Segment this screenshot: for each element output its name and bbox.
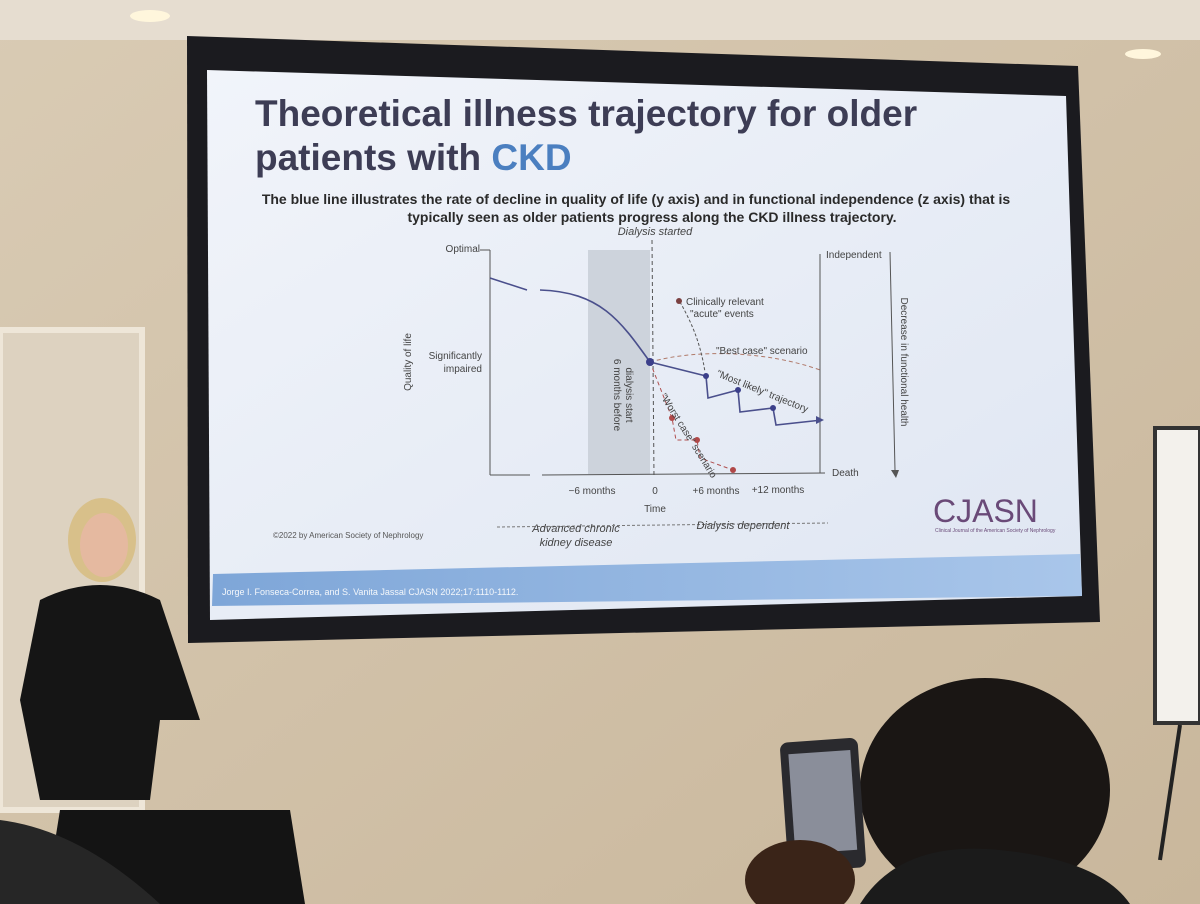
audience-shoulder xyxy=(0,820,160,904)
trajectory-line xyxy=(489,277,651,363)
slide-title-line: patients with CKD xyxy=(255,137,572,178)
audience-head xyxy=(860,678,1110,902)
most-likely-line xyxy=(649,361,823,426)
dot xyxy=(646,358,654,366)
slide-subtitle: The blue line illustrates the rate of de… xyxy=(262,191,1011,207)
label: Dialysis started xyxy=(618,226,693,238)
dot xyxy=(735,387,741,393)
worst-case-line xyxy=(649,361,734,471)
slide-title-text: patients with xyxy=(255,137,481,178)
dot xyxy=(669,415,675,421)
x-label: −6 months xyxy=(569,486,616,497)
dialysis-line xyxy=(651,239,655,479)
slide-footer-band xyxy=(212,554,1082,606)
period-label: Dialysis dependent xyxy=(697,520,791,532)
label: impaired xyxy=(444,364,482,375)
flipchart-stand xyxy=(1158,724,1182,861)
copyright: ©2022 by American Society of Nephrology xyxy=(273,531,423,540)
flipchart xyxy=(1153,426,1200,725)
label: 6 months before xyxy=(611,359,622,432)
label: "Best case" scenario xyxy=(716,346,808,357)
audience-body xyxy=(860,848,1130,904)
axis-title: Time xyxy=(644,504,666,515)
event-pointer xyxy=(679,301,706,373)
logo-subtitle: Clinical Journal of the American Society… xyxy=(935,528,1056,534)
axis-title: Decrease in functional health xyxy=(898,298,909,427)
label: Significantly xyxy=(429,351,482,362)
hand xyxy=(745,840,855,904)
period-label: kidney disease xyxy=(540,537,613,549)
dot xyxy=(730,467,736,473)
z-arrow xyxy=(889,251,896,471)
x-axis xyxy=(541,472,826,476)
label: Optimal xyxy=(446,244,480,255)
citation: Jorge I. Fonseca-Correa, and S. Vanita J… xyxy=(222,587,518,597)
shaded-period xyxy=(588,250,650,474)
dot xyxy=(703,373,709,379)
axis-title: Quality of life xyxy=(403,333,414,391)
ceiling-light xyxy=(1125,49,1161,59)
period-bracket xyxy=(496,522,829,528)
ceiling xyxy=(0,0,1200,40)
label: Clinically relevant xyxy=(686,297,764,308)
arrowhead xyxy=(816,416,824,424)
x-label: 0 xyxy=(652,486,658,497)
x-label: +12 months xyxy=(752,485,805,496)
x-label: +6 months xyxy=(693,486,740,497)
dot xyxy=(770,405,776,411)
label: Independent xyxy=(826,250,882,261)
presenter xyxy=(20,498,200,800)
label: dialysis start xyxy=(623,367,634,422)
dot xyxy=(694,437,700,443)
best-case-line xyxy=(649,353,821,371)
z-arrowhead xyxy=(891,470,899,478)
period-label: Advanced chronic xyxy=(531,523,620,535)
slide-title-line: Theoretical illness trajectory for older xyxy=(255,93,917,134)
slide-subtitle: typically seen as older patients progres… xyxy=(407,209,896,225)
phone-screen xyxy=(788,749,858,855)
face xyxy=(80,513,128,577)
logo: CJASN xyxy=(933,493,1038,529)
body xyxy=(20,585,200,800)
ceiling-light xyxy=(130,10,170,22)
label: "acute" events xyxy=(690,309,754,320)
label: Death xyxy=(832,468,859,479)
slide-title-highlight: CKD xyxy=(491,137,571,178)
dot xyxy=(676,298,682,304)
